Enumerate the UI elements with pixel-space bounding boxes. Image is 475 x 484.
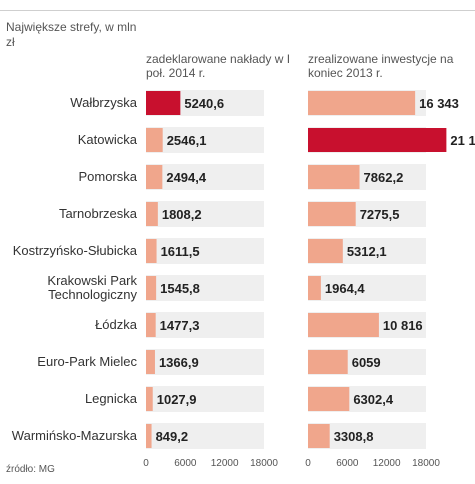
bar xyxy=(146,128,163,152)
bar-track xyxy=(146,312,264,338)
x-tick-label: 0 xyxy=(305,458,311,469)
bar xyxy=(146,387,153,411)
value-label: 2546,1 xyxy=(167,133,207,148)
bar xyxy=(308,128,447,152)
value-label: 6059 xyxy=(352,355,381,370)
value-label: 10 816 xyxy=(383,318,423,333)
value-label: 1545,8 xyxy=(160,281,200,296)
category-label: Kostrzyńsko-Słubicka xyxy=(12,243,137,258)
value-label: 849,2 xyxy=(156,429,189,444)
category-label: Łódzka xyxy=(95,317,137,332)
value-label: 1964,4 xyxy=(325,281,366,296)
bar xyxy=(308,91,416,115)
bar-track xyxy=(146,164,264,190)
value-label: 1366,9 xyxy=(159,355,199,370)
category-label: Katowicka xyxy=(77,132,137,147)
category-label: Warmińsko-Mazurska xyxy=(11,428,137,443)
value-label: 2494,4 xyxy=(166,170,207,185)
category-label-line: Technologiczny xyxy=(48,287,137,302)
bar xyxy=(146,239,157,263)
category-label: Krakowski Park Technologiczny xyxy=(47,274,137,302)
value-label: 1477,3 xyxy=(160,318,200,333)
category-label: Euro-Park Mielec xyxy=(37,354,137,369)
bar xyxy=(308,276,321,300)
value-label: 3308,8 xyxy=(334,429,374,444)
bar-track xyxy=(146,423,264,449)
bar xyxy=(146,276,157,300)
bar xyxy=(146,165,163,189)
value-label: 6302,4 xyxy=(353,392,394,407)
bar xyxy=(146,424,152,448)
value-label: 1027,9 xyxy=(157,392,197,407)
bar xyxy=(146,202,158,226)
bar xyxy=(308,239,343,263)
value-label: 1611,5 xyxy=(161,244,200,259)
value-label: 16 343 xyxy=(419,96,459,111)
bar xyxy=(308,387,350,411)
chart-title: Największe strefy, w mln zł xyxy=(6,20,137,49)
category-label: Pomorska xyxy=(78,169,137,184)
x-tick-label: 18000 xyxy=(250,458,278,469)
x-tick-label: 12000 xyxy=(373,458,401,469)
x-tick-label: 0 xyxy=(143,458,149,469)
category-label: Wałbrzyska xyxy=(70,95,137,110)
bar-track xyxy=(146,201,264,227)
source-note: źródło: MG xyxy=(6,464,55,475)
category-label: Tarnobrzeska xyxy=(58,206,137,221)
bar-track xyxy=(146,275,264,301)
bar-track xyxy=(146,349,264,375)
x-tick-label: 12000 xyxy=(211,458,239,469)
left-panel-title: zadeklarowane nakłady w I poł. 2014 r. xyxy=(146,52,291,80)
x-tick-label: 6000 xyxy=(174,458,197,469)
bar xyxy=(308,165,360,189)
value-label: 21 110 xyxy=(450,133,475,148)
top-rule xyxy=(0,10,475,11)
x-tick-label: 18000 xyxy=(412,458,440,469)
bar xyxy=(146,313,156,337)
x-tick-label: 6000 xyxy=(336,458,359,469)
bar xyxy=(308,350,348,374)
bar xyxy=(308,424,330,448)
value-label: 7275,5 xyxy=(360,207,400,222)
value-label: 7862,2 xyxy=(364,170,404,185)
value-label: 5240,6 xyxy=(184,96,224,111)
bar xyxy=(146,91,181,115)
bar-track xyxy=(146,386,264,412)
value-label: 5312,1 xyxy=(347,244,387,259)
right-panel-title: zrealizowane inwestycje na koniec 2013 r… xyxy=(308,52,454,80)
bar xyxy=(308,202,356,226)
bar-track xyxy=(146,127,264,153)
bar xyxy=(308,313,379,337)
bar-track xyxy=(308,275,426,301)
value-label: 1808,2 xyxy=(162,207,202,222)
bar xyxy=(146,350,155,374)
category-label: Legnicka xyxy=(84,391,137,406)
bar-track xyxy=(146,238,264,264)
category-label-line: Krakowski Park xyxy=(47,273,137,288)
